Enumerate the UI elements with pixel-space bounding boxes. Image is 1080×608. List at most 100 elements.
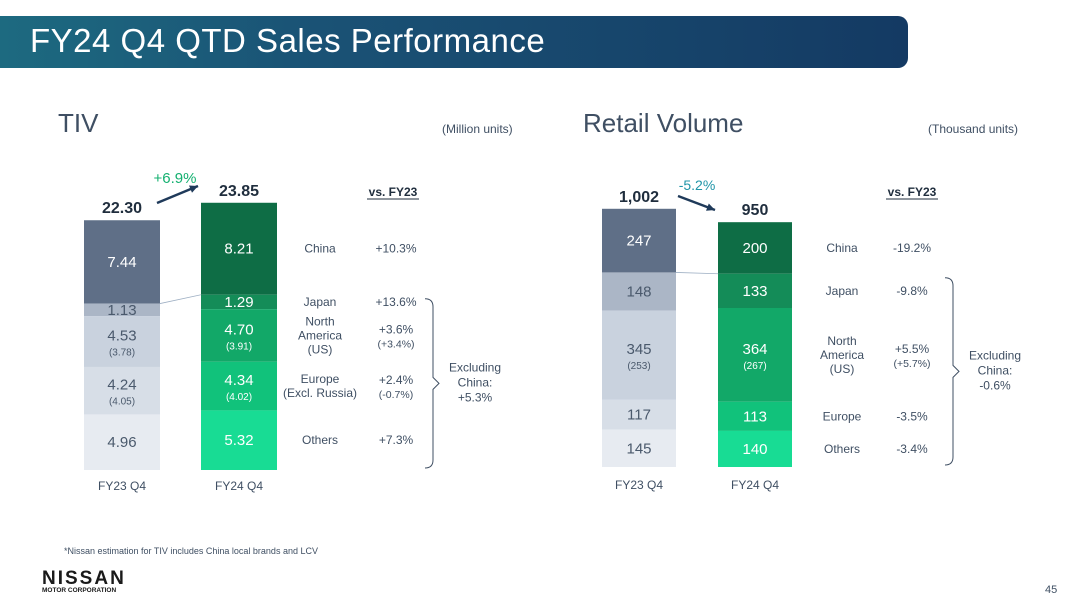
retail-bar-fy24-others — [718, 430, 792, 467]
tiv-connector-line — [159, 294, 202, 304]
tiv-total-label: 23.85 — [219, 183, 259, 200]
retail-region-name: Japan — [826, 284, 859, 298]
retail-region-change: -3.4% — [896, 442, 928, 456]
retail-growth-label: -5.2% — [679, 177, 716, 193]
tiv-region-name: China — [304, 242, 336, 256]
retail-region-change: +5.5% — [895, 342, 930, 356]
retail-segment-sublabel: (267) — [743, 361, 766, 372]
tiv-region-name: North — [305, 314, 334, 328]
title-banner — [0, 16, 908, 68]
tiv-bar-fy24-china — [201, 202, 277, 295]
retail-segment-sublabel: (253) — [627, 361, 650, 372]
retail-segment-label: 148 — [626, 284, 651, 301]
tiv-bar-fy24-japan — [201, 294, 277, 310]
retail-unit-label: (Thousand units) — [928, 122, 1019, 136]
retail-axis-label: FY24 Q4 — [731, 478, 779, 492]
tiv-segment-label: 8.21 — [224, 241, 253, 258]
tiv-region-change-sub: (-0.7%) — [379, 389, 413, 401]
nissan-logo: NISSAN — [42, 568, 126, 589]
retail-comparison-header: vs. FY23 — [888, 185, 937, 199]
tiv-segment-label: 4.96 — [107, 434, 136, 451]
tiv-growth-arrowhead — [189, 185, 198, 193]
retail-segment-label: 113 — [743, 408, 767, 425]
tiv-axis-label: FY23 Q4 — [98, 479, 146, 493]
tiv-bar-fy23-europe-excl-russia- — [84, 366, 160, 415]
tiv-segment-label: 4.70 — [224, 321, 253, 338]
page-title: FY24 Q4 QTD Sales Performance — [30, 22, 546, 59]
tiv-segment-label: 4.24 — [107, 377, 136, 394]
retail-bracket-note: -0.6% — [979, 378, 1011, 392]
retail-bracket-note: China: — [978, 363, 1013, 377]
tiv-segment-sublabel: (3.78) — [109, 348, 135, 359]
retail-total-label: 950 — [742, 202, 769, 219]
retail-bracket — [944, 277, 960, 466]
tiv-segment-label: 5.32 — [224, 432, 253, 449]
tiv-bar-fy23-china — [84, 220, 160, 304]
retail-segment-label: 200 — [742, 240, 767, 257]
retail-region-change: -9.8% — [896, 284, 928, 298]
retail-bar-fy23-china — [602, 208, 676, 273]
retail-segment-label: 145 — [626, 440, 651, 457]
retail-bar-fy23-japan — [602, 272, 676, 311]
tiv-segment-sublabel: (4.02) — [226, 392, 252, 403]
retail-bar-fy24-europe — [718, 401, 792, 431]
tiv-segment-label: 4.53 — [107, 328, 136, 345]
tiv-region-change: +7.3% — [379, 433, 414, 447]
tiv-region-change: +2.4% — [379, 373, 414, 387]
retail-region-name: Europe — [823, 409, 862, 423]
retail-bracket-note: Excluding — [969, 348, 1021, 362]
tiv-region-name: America — [298, 328, 342, 342]
tiv-segment-label: 7.44 — [107, 254, 136, 271]
tiv-region-change: +13.6% — [375, 295, 416, 309]
tiv-bar-fy23-north-america-us- — [84, 316, 160, 367]
retail-bar-fy23-europe — [602, 399, 676, 430]
retail-segment-label: 247 — [626, 233, 651, 250]
tiv-region-change: +10.3% — [375, 242, 416, 256]
retail-bar-fy24-china — [718, 222, 792, 274]
retail-region-change: -3.5% — [896, 409, 928, 423]
retail-region-name: China — [826, 241, 858, 255]
footnote: *Nissan estimation for TIV includes Chin… — [64, 546, 318, 556]
tiv-segment-label: 4.34 — [224, 372, 253, 389]
tiv-segment-label: 1.13 — [107, 302, 136, 319]
tiv-region-name: Japan — [304, 295, 337, 309]
tiv-region-name: (Excl. Russia) — [283, 386, 357, 400]
tiv-unit-label: (Million units) — [442, 122, 513, 136]
nissan-logo-subtitle: MOTOR CORPORATION — [42, 587, 117, 594]
retail-bar-fy23-north-america-us- — [602, 310, 676, 400]
retail-growth-arrowhead — [706, 203, 715, 211]
tiv-axis-label: FY24 Q4 — [215, 479, 263, 493]
retail-total-label: 1,002 — [619, 189, 659, 206]
tiv-bracket-note: China: — [458, 375, 493, 389]
tiv-growth-label: +6.9% — [154, 170, 197, 187]
tiv-region-change: +3.6% — [379, 322, 414, 336]
retail-title: Retail Volume — [583, 108, 744, 138]
tiv-region-change-sub: (+3.4%) — [377, 338, 414, 350]
tiv-region-name: Europe — [301, 372, 340, 386]
tiv-region-name: (US) — [308, 342, 333, 356]
retail-region-name: (US) — [830, 362, 855, 376]
retail-bar-fy23-others — [602, 429, 676, 467]
tiv-bracket-note: Excluding — [449, 360, 501, 374]
retail-bar-fy24-japan — [718, 273, 792, 308]
retail-segment-label: 133 — [742, 283, 767, 300]
tiv-title: TIV — [58, 108, 99, 138]
tiv-comparison-header: vs. FY23 — [369, 185, 418, 199]
retail-bar-fy24-north-america-us- — [718, 307, 792, 402]
retail-segment-label: 345 — [626, 341, 651, 358]
tiv-bracket-note: +5.3% — [458, 390, 493, 404]
tiv-segment-sublabel: (4.05) — [109, 397, 135, 408]
page-number: 45 — [1045, 584, 1058, 596]
tiv-bar-fy24-others — [201, 410, 277, 470]
retail-region-change-sub: (+5.7%) — [893, 358, 930, 370]
tiv-segment-sublabel: (3.91) — [226, 341, 252, 352]
retail-segment-label: 117 — [627, 407, 651, 424]
retail-segment-label: 140 — [742, 441, 767, 458]
tiv-bar-fy23-others — [84, 414, 160, 470]
tiv-total-label: 22.30 — [102, 200, 142, 217]
retail-connector-line — [675, 272, 719, 275]
tiv-bar-fy24-europe-excl-russia- — [201, 361, 277, 411]
retail-region-name: North — [827, 334, 856, 348]
retail-axis-label: FY23 Q4 — [615, 478, 663, 492]
